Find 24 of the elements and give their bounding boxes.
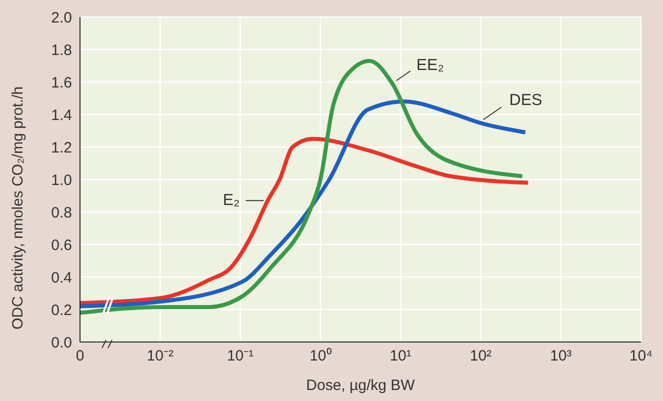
y-tick-label: 1.6 — [51, 74, 72, 92]
series-label: EE₂ — [416, 56, 444, 74]
x-tick-label: 10⁴ — [629, 348, 653, 365]
y-tick-label: 2.0 — [51, 9, 72, 26]
x-tick-label: 10¹ — [390, 348, 412, 365]
x-tick-label: 10² — [470, 348, 492, 365]
y-tick-label: 0.6 — [51, 236, 72, 254]
y-tick-label: 1.2 — [51, 139, 72, 156]
y-axis-title: ODC activity, nmoles CO₂/mg prot./h — [9, 86, 26, 330]
y-tick-label: 0.2 — [51, 302, 72, 319]
y-tick-label: 1.4 — [51, 106, 72, 124]
x-tick-label: 10⁻¹ — [226, 348, 254, 365]
y-tick-label: 1.8 — [51, 42, 72, 59]
y-tick-label: 1.0 — [51, 172, 72, 189]
x-tick-label: 10⁻² — [146, 348, 174, 365]
y-tick-label: 0.4 — [51, 269, 72, 286]
x-axis-title: Dose, µg/kg BW — [306, 377, 416, 394]
x-tick-label: 10³ — [550, 348, 572, 365]
y-tick-label: 0.8 — [51, 204, 72, 222]
x-tick-label: 0 — [76, 348, 84, 365]
series-label: DES — [509, 92, 542, 109]
y-tick-label: 0.0 — [51, 334, 72, 352]
x-tick-label: 10⁰ — [310, 348, 332, 365]
series-label: E₂ — [222, 192, 240, 209]
